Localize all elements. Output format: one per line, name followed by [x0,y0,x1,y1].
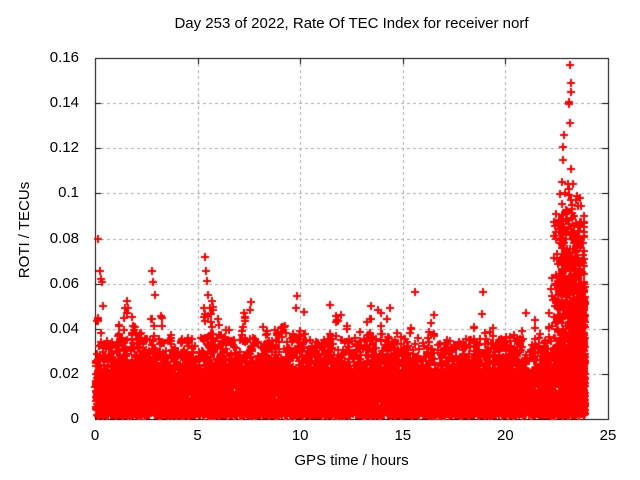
y-tick-label: 0.08 [49,229,79,247]
x-tick-label: 20 [497,427,514,444]
y-tick-label: 0.06 [49,274,79,292]
y-tick-label: 0.04 [49,319,79,337]
y-tick-label: 0 [70,410,79,427]
x-axis-label: GPS time / hours [294,452,409,469]
x-tick-label: 0 [90,427,100,444]
x-tick-label: 25 [599,427,617,444]
y-tick-label: 0.14 [49,94,79,112]
y-tick-label: 0.12 [49,139,79,157]
x-tick-label: 15 [394,427,412,444]
y-tick-label: 0.02 [49,364,79,382]
chart-title: Day 253 of 2022, Rate Of TEC Index for r… [174,15,529,32]
y-tick-label: 0.1 [58,184,79,202]
x-tick-label: 5 [193,427,202,444]
x-tick-label: 10 [291,427,309,444]
y-tick-label: 0.16 [49,49,79,66]
